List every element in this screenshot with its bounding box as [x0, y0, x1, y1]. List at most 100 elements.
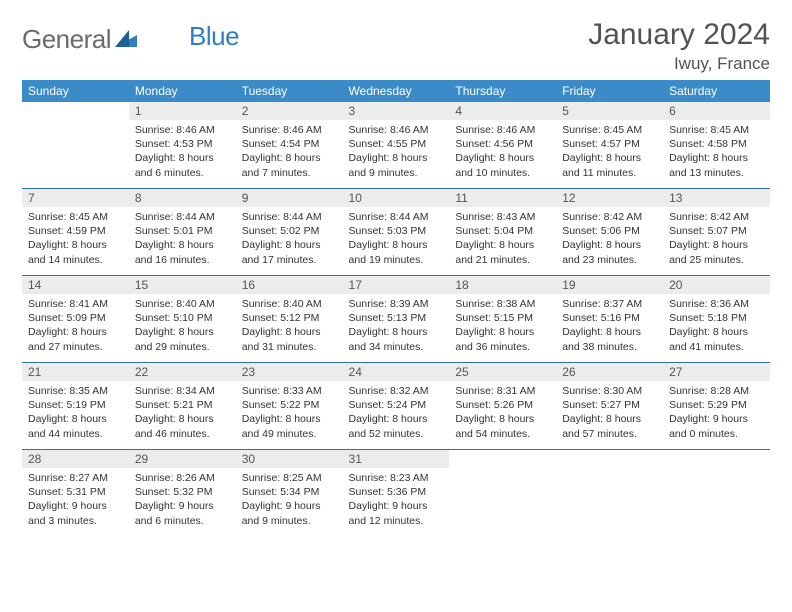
calendar-day-cell: 11Sunrise: 8:43 AMSunset: 5:04 PMDayligh… [449, 189, 556, 276]
day-number: 30 [236, 450, 343, 468]
page-header: General Blue January 2024 Iwuy, France [22, 18, 770, 74]
day-number: 6 [663, 102, 770, 120]
calendar-day-cell: 1Sunrise: 8:46 AMSunset: 4:53 PMDaylight… [129, 102, 236, 189]
calendar-day-cell: 14Sunrise: 8:41 AMSunset: 5:09 PMDayligh… [22, 276, 129, 363]
day-sun-info: Sunrise: 8:46 AMSunset: 4:55 PMDaylight:… [343, 120, 450, 184]
calendar-week-row: 28Sunrise: 8:27 AMSunset: 5:31 PMDayligh… [22, 450, 770, 537]
day-header-row: Sunday Monday Tuesday Wednesday Thursday… [22, 80, 770, 102]
calendar-day-cell: 30Sunrise: 8:25 AMSunset: 5:34 PMDayligh… [236, 450, 343, 537]
day-number: 25 [449, 363, 556, 381]
brand-logo: General Blue [22, 18, 239, 55]
day-sun-info: Sunrise: 8:28 AMSunset: 5:29 PMDaylight:… [663, 381, 770, 445]
day-number: 17 [343, 276, 450, 294]
day-sun-info: Sunrise: 8:23 AMSunset: 5:36 PMDaylight:… [343, 468, 450, 532]
calendar-day-cell: 9Sunrise: 8:44 AMSunset: 5:02 PMDaylight… [236, 189, 343, 276]
day-number: 26 [556, 363, 663, 381]
day-sun-info: Sunrise: 8:27 AMSunset: 5:31 PMDaylight:… [22, 468, 129, 532]
brand-part2: Blue [189, 21, 239, 52]
location-label: Iwuy, France [588, 54, 770, 74]
title-block: January 2024 Iwuy, France [588, 18, 770, 74]
day-sun-info: Sunrise: 8:40 AMSunset: 5:10 PMDaylight:… [129, 294, 236, 358]
day-number: 13 [663, 189, 770, 207]
calendar-day-cell: 25Sunrise: 8:31 AMSunset: 5:26 PMDayligh… [449, 363, 556, 450]
day-number: 21 [22, 363, 129, 381]
day-sun-info: Sunrise: 8:38 AMSunset: 5:15 PMDaylight:… [449, 294, 556, 358]
day-sun-info: Sunrise: 8:35 AMSunset: 5:19 PMDaylight:… [22, 381, 129, 445]
dh-thu: Thursday [449, 80, 556, 102]
calendar-week-row: 21Sunrise: 8:35 AMSunset: 5:19 PMDayligh… [22, 363, 770, 450]
calendar-day-cell: 21Sunrise: 8:35 AMSunset: 5:19 PMDayligh… [22, 363, 129, 450]
calendar-day-cell: 16Sunrise: 8:40 AMSunset: 5:12 PMDayligh… [236, 276, 343, 363]
day-number: 9 [236, 189, 343, 207]
day-sun-info: Sunrise: 8:36 AMSunset: 5:18 PMDaylight:… [663, 294, 770, 358]
calendar-week-row: 14Sunrise: 8:41 AMSunset: 5:09 PMDayligh… [22, 276, 770, 363]
day-number: 31 [343, 450, 450, 468]
day-sun-info: Sunrise: 8:30 AMSunset: 5:27 PMDaylight:… [556, 381, 663, 445]
day-sun-info: Sunrise: 8:45 AMSunset: 4:57 PMDaylight:… [556, 120, 663, 184]
day-number: 8 [129, 189, 236, 207]
calendar-day-cell: 4Sunrise: 8:46 AMSunset: 4:56 PMDaylight… [449, 102, 556, 189]
day-sun-info: Sunrise: 8:46 AMSunset: 4:53 PMDaylight:… [129, 120, 236, 184]
day-sun-info: Sunrise: 8:33 AMSunset: 5:22 PMDaylight:… [236, 381, 343, 445]
brand-mark-icon [115, 27, 137, 52]
day-number: 10 [343, 189, 450, 207]
day-sun-info: Sunrise: 8:37 AMSunset: 5:16 PMDaylight:… [556, 294, 663, 358]
calendar-day-cell [22, 102, 129, 189]
calendar-day-cell [449, 450, 556, 537]
calendar-day-cell: 7Sunrise: 8:45 AMSunset: 4:59 PMDaylight… [22, 189, 129, 276]
calendar-body: 1Sunrise: 8:46 AMSunset: 4:53 PMDaylight… [22, 102, 770, 536]
day-sun-info: Sunrise: 8:31 AMSunset: 5:26 PMDaylight:… [449, 381, 556, 445]
day-number: 24 [343, 363, 450, 381]
day-number: 3 [343, 102, 450, 120]
day-sun-info: Sunrise: 8:44 AMSunset: 5:01 PMDaylight:… [129, 207, 236, 271]
calendar-day-cell: 17Sunrise: 8:39 AMSunset: 5:13 PMDayligh… [343, 276, 450, 363]
day-number: 2 [236, 102, 343, 120]
day-sun-info: Sunrise: 8:44 AMSunset: 5:02 PMDaylight:… [236, 207, 343, 271]
calendar-day-cell: 29Sunrise: 8:26 AMSunset: 5:32 PMDayligh… [129, 450, 236, 537]
calendar-day-cell: 31Sunrise: 8:23 AMSunset: 5:36 PMDayligh… [343, 450, 450, 537]
calendar-day-cell: 19Sunrise: 8:37 AMSunset: 5:16 PMDayligh… [556, 276, 663, 363]
day-sun-info: Sunrise: 8:44 AMSunset: 5:03 PMDaylight:… [343, 207, 450, 271]
day-sun-info: Sunrise: 8:40 AMSunset: 5:12 PMDaylight:… [236, 294, 343, 358]
day-number: 1 [129, 102, 236, 120]
day-number: 23 [236, 363, 343, 381]
day-sun-info: Sunrise: 8:32 AMSunset: 5:24 PMDaylight:… [343, 381, 450, 445]
day-sun-info: Sunrise: 8:46 AMSunset: 4:54 PMDaylight:… [236, 120, 343, 184]
calendar-day-cell: 3Sunrise: 8:46 AMSunset: 4:55 PMDaylight… [343, 102, 450, 189]
dh-fri: Friday [556, 80, 663, 102]
calendar-day-cell: 23Sunrise: 8:33 AMSunset: 5:22 PMDayligh… [236, 363, 343, 450]
day-number: 4 [449, 102, 556, 120]
calendar-page: General Blue January 2024 Iwuy, France S… [0, 0, 792, 546]
day-number: 22 [129, 363, 236, 381]
day-sun-info: Sunrise: 8:45 AMSunset: 4:58 PMDaylight:… [663, 120, 770, 184]
calendar-day-cell: 15Sunrise: 8:40 AMSunset: 5:10 PMDayligh… [129, 276, 236, 363]
brand-part1: General [22, 24, 111, 55]
calendar-week-row: 7Sunrise: 8:45 AMSunset: 4:59 PMDaylight… [22, 189, 770, 276]
day-sun-info: Sunrise: 8:25 AMSunset: 5:34 PMDaylight:… [236, 468, 343, 532]
calendar-week-row: 1Sunrise: 8:46 AMSunset: 4:53 PMDaylight… [22, 102, 770, 189]
calendar-day-cell: 20Sunrise: 8:36 AMSunset: 5:18 PMDayligh… [663, 276, 770, 363]
day-number: 29 [129, 450, 236, 468]
day-number: 12 [556, 189, 663, 207]
calendar-table: Sunday Monday Tuesday Wednesday Thursday… [22, 80, 770, 536]
calendar-day-cell: 2Sunrise: 8:46 AMSunset: 4:54 PMDaylight… [236, 102, 343, 189]
day-sun-info: Sunrise: 8:26 AMSunset: 5:32 PMDaylight:… [129, 468, 236, 532]
calendar-day-cell: 13Sunrise: 8:42 AMSunset: 5:07 PMDayligh… [663, 189, 770, 276]
day-number: 15 [129, 276, 236, 294]
day-sun-info: Sunrise: 8:43 AMSunset: 5:04 PMDaylight:… [449, 207, 556, 271]
day-sun-info: Sunrise: 8:42 AMSunset: 5:06 PMDaylight:… [556, 207, 663, 271]
calendar-day-cell: 22Sunrise: 8:34 AMSunset: 5:21 PMDayligh… [129, 363, 236, 450]
day-number: 28 [22, 450, 129, 468]
day-number: 20 [663, 276, 770, 294]
day-sun-info: Sunrise: 8:42 AMSunset: 5:07 PMDaylight:… [663, 207, 770, 271]
day-number: 27 [663, 363, 770, 381]
day-sun-info: Sunrise: 8:46 AMSunset: 4:56 PMDaylight:… [449, 120, 556, 184]
day-sun-info: Sunrise: 8:41 AMSunset: 5:09 PMDaylight:… [22, 294, 129, 358]
calendar-day-cell: 10Sunrise: 8:44 AMSunset: 5:03 PMDayligh… [343, 189, 450, 276]
calendar-day-cell: 27Sunrise: 8:28 AMSunset: 5:29 PMDayligh… [663, 363, 770, 450]
calendar-day-cell: 6Sunrise: 8:45 AMSunset: 4:58 PMDaylight… [663, 102, 770, 189]
calendar-day-cell [556, 450, 663, 537]
dh-wed: Wednesday [343, 80, 450, 102]
day-number: 16 [236, 276, 343, 294]
dh-tue: Tuesday [236, 80, 343, 102]
